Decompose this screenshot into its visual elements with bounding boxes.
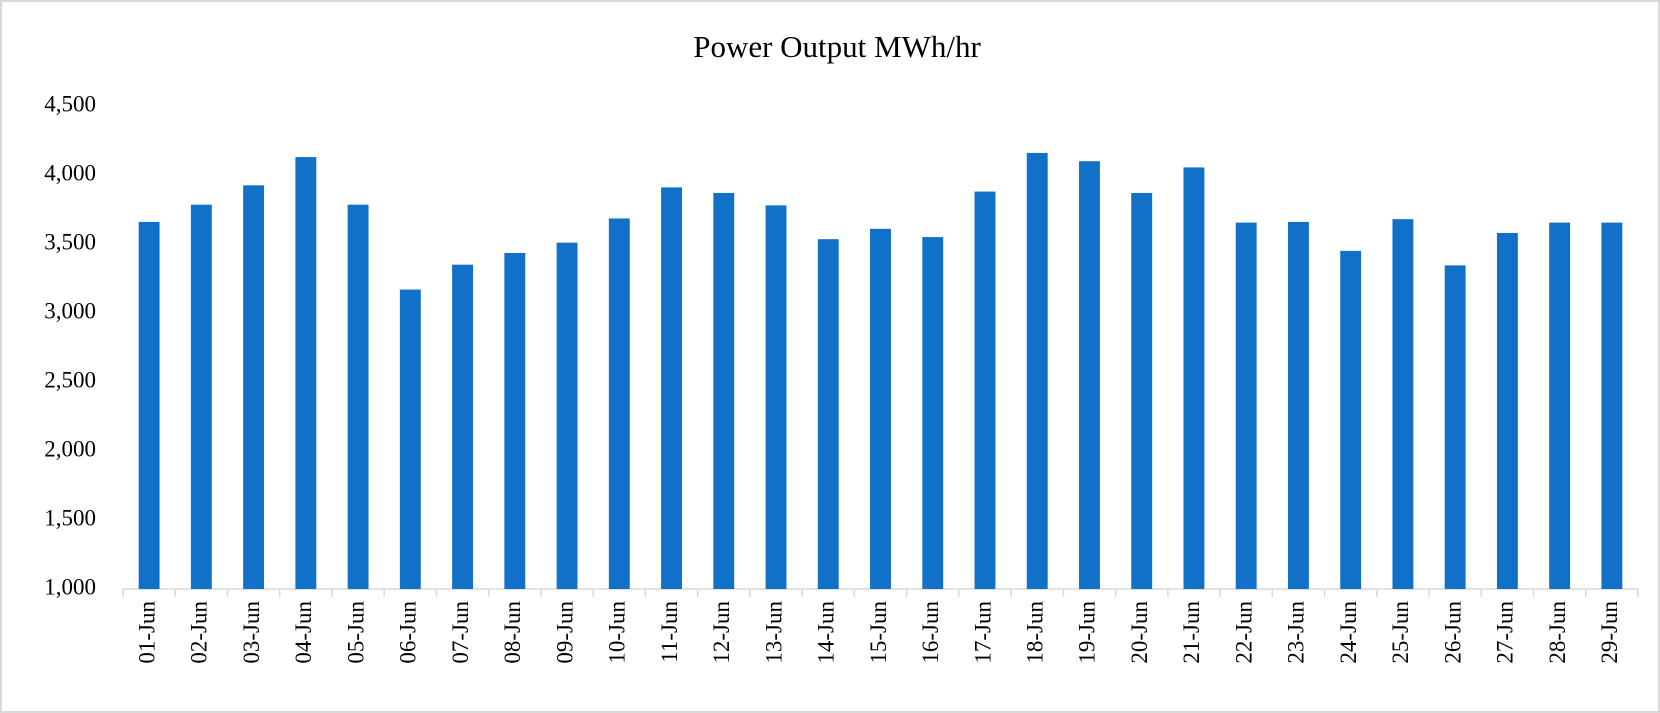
x-tick-label: 02-Jun (187, 601, 212, 664)
bar (138, 221, 160, 590)
x-tick-label: 27-Jun (1493, 601, 1518, 664)
x-tick-label: 17-Jun (970, 601, 995, 664)
bar (922, 237, 944, 589)
x-tick-label: 05-Jun (343, 601, 368, 664)
x-tick-label: 29-Jun (1597, 601, 1622, 664)
bar (556, 242, 578, 589)
bar (1026, 152, 1048, 590)
bar (1235, 222, 1257, 590)
x-tick-label: 04-Jun (291, 601, 316, 664)
bar (713, 192, 735, 589)
chart-title: Power Output MWh/hr (693, 29, 981, 64)
y-tick-label: 2,000 (44, 436, 96, 461)
x-tick-label: 03-Jun (239, 601, 264, 664)
x-tick-label: 18-Jun (1023, 601, 1048, 664)
x-tick-label: 12-Jun (709, 601, 734, 664)
bar (974, 191, 996, 589)
bar (1340, 250, 1362, 589)
x-tick-label: 28-Jun (1545, 601, 1570, 664)
bar (661, 187, 682, 590)
x-tick-label: 01-Jun (134, 601, 159, 664)
y-tick-label: 4,000 (44, 160, 96, 185)
x-tick-label: 25-Jun (1388, 601, 1413, 664)
bar (1287, 221, 1309, 590)
bar (1496, 232, 1518, 589)
x-tick-label: 26-Jun (1440, 601, 1465, 664)
bar (608, 218, 630, 589)
x-tick-label: 13-Jun (761, 601, 786, 664)
x-tick-label: 07-Jun (448, 601, 473, 664)
bar (765, 205, 787, 590)
x-tick-label: 21-Jun (1179, 601, 1204, 664)
y-tick-label: 1,000 (44, 574, 96, 599)
x-tick-label: 11-Jun (657, 601, 682, 663)
y-tick-label: 3,500 (44, 229, 96, 254)
bar (1444, 265, 1466, 589)
bar (1183, 167, 1205, 589)
y-tick-label: 3,000 (44, 298, 96, 323)
x-tick-label: 20-Jun (1127, 601, 1152, 664)
y-tick-label: 1,500 (44, 505, 96, 530)
x-tick-label: 23-Jun (1284, 601, 1309, 664)
bar (870, 228, 891, 589)
bar (295, 157, 317, 589)
bar (347, 204, 369, 590)
bar (504, 252, 526, 589)
bar (1601, 222, 1623, 590)
bar (817, 239, 839, 590)
x-tick-label: 10-Jun (605, 601, 630, 664)
bar (1392, 219, 1414, 589)
bar (399, 289, 421, 589)
y-tick-label: 2,500 (44, 367, 96, 392)
x-tick-label: 14-Jun (814, 601, 839, 664)
bar (243, 185, 265, 589)
x-tick-label: 16-Jun (918, 601, 943, 664)
bar (1131, 192, 1153, 589)
bar (190, 204, 212, 590)
bar (1079, 161, 1100, 589)
bar (1549, 222, 1571, 590)
bar (452, 264, 474, 589)
x-tick-label: 08-Jun (500, 601, 525, 664)
x-tick-label: 22-Jun (1231, 601, 1256, 664)
x-tick-label: 09-Jun (552, 601, 577, 664)
x-tick-label: 19-Jun (1075, 601, 1100, 664)
y-tick-label: 4,500 (44, 91, 96, 116)
x-tick-label: 15-Jun (866, 601, 891, 664)
x-tick-label: 24-Jun (1336, 601, 1361, 664)
x-tick-label: 06-Jun (396, 601, 421, 664)
